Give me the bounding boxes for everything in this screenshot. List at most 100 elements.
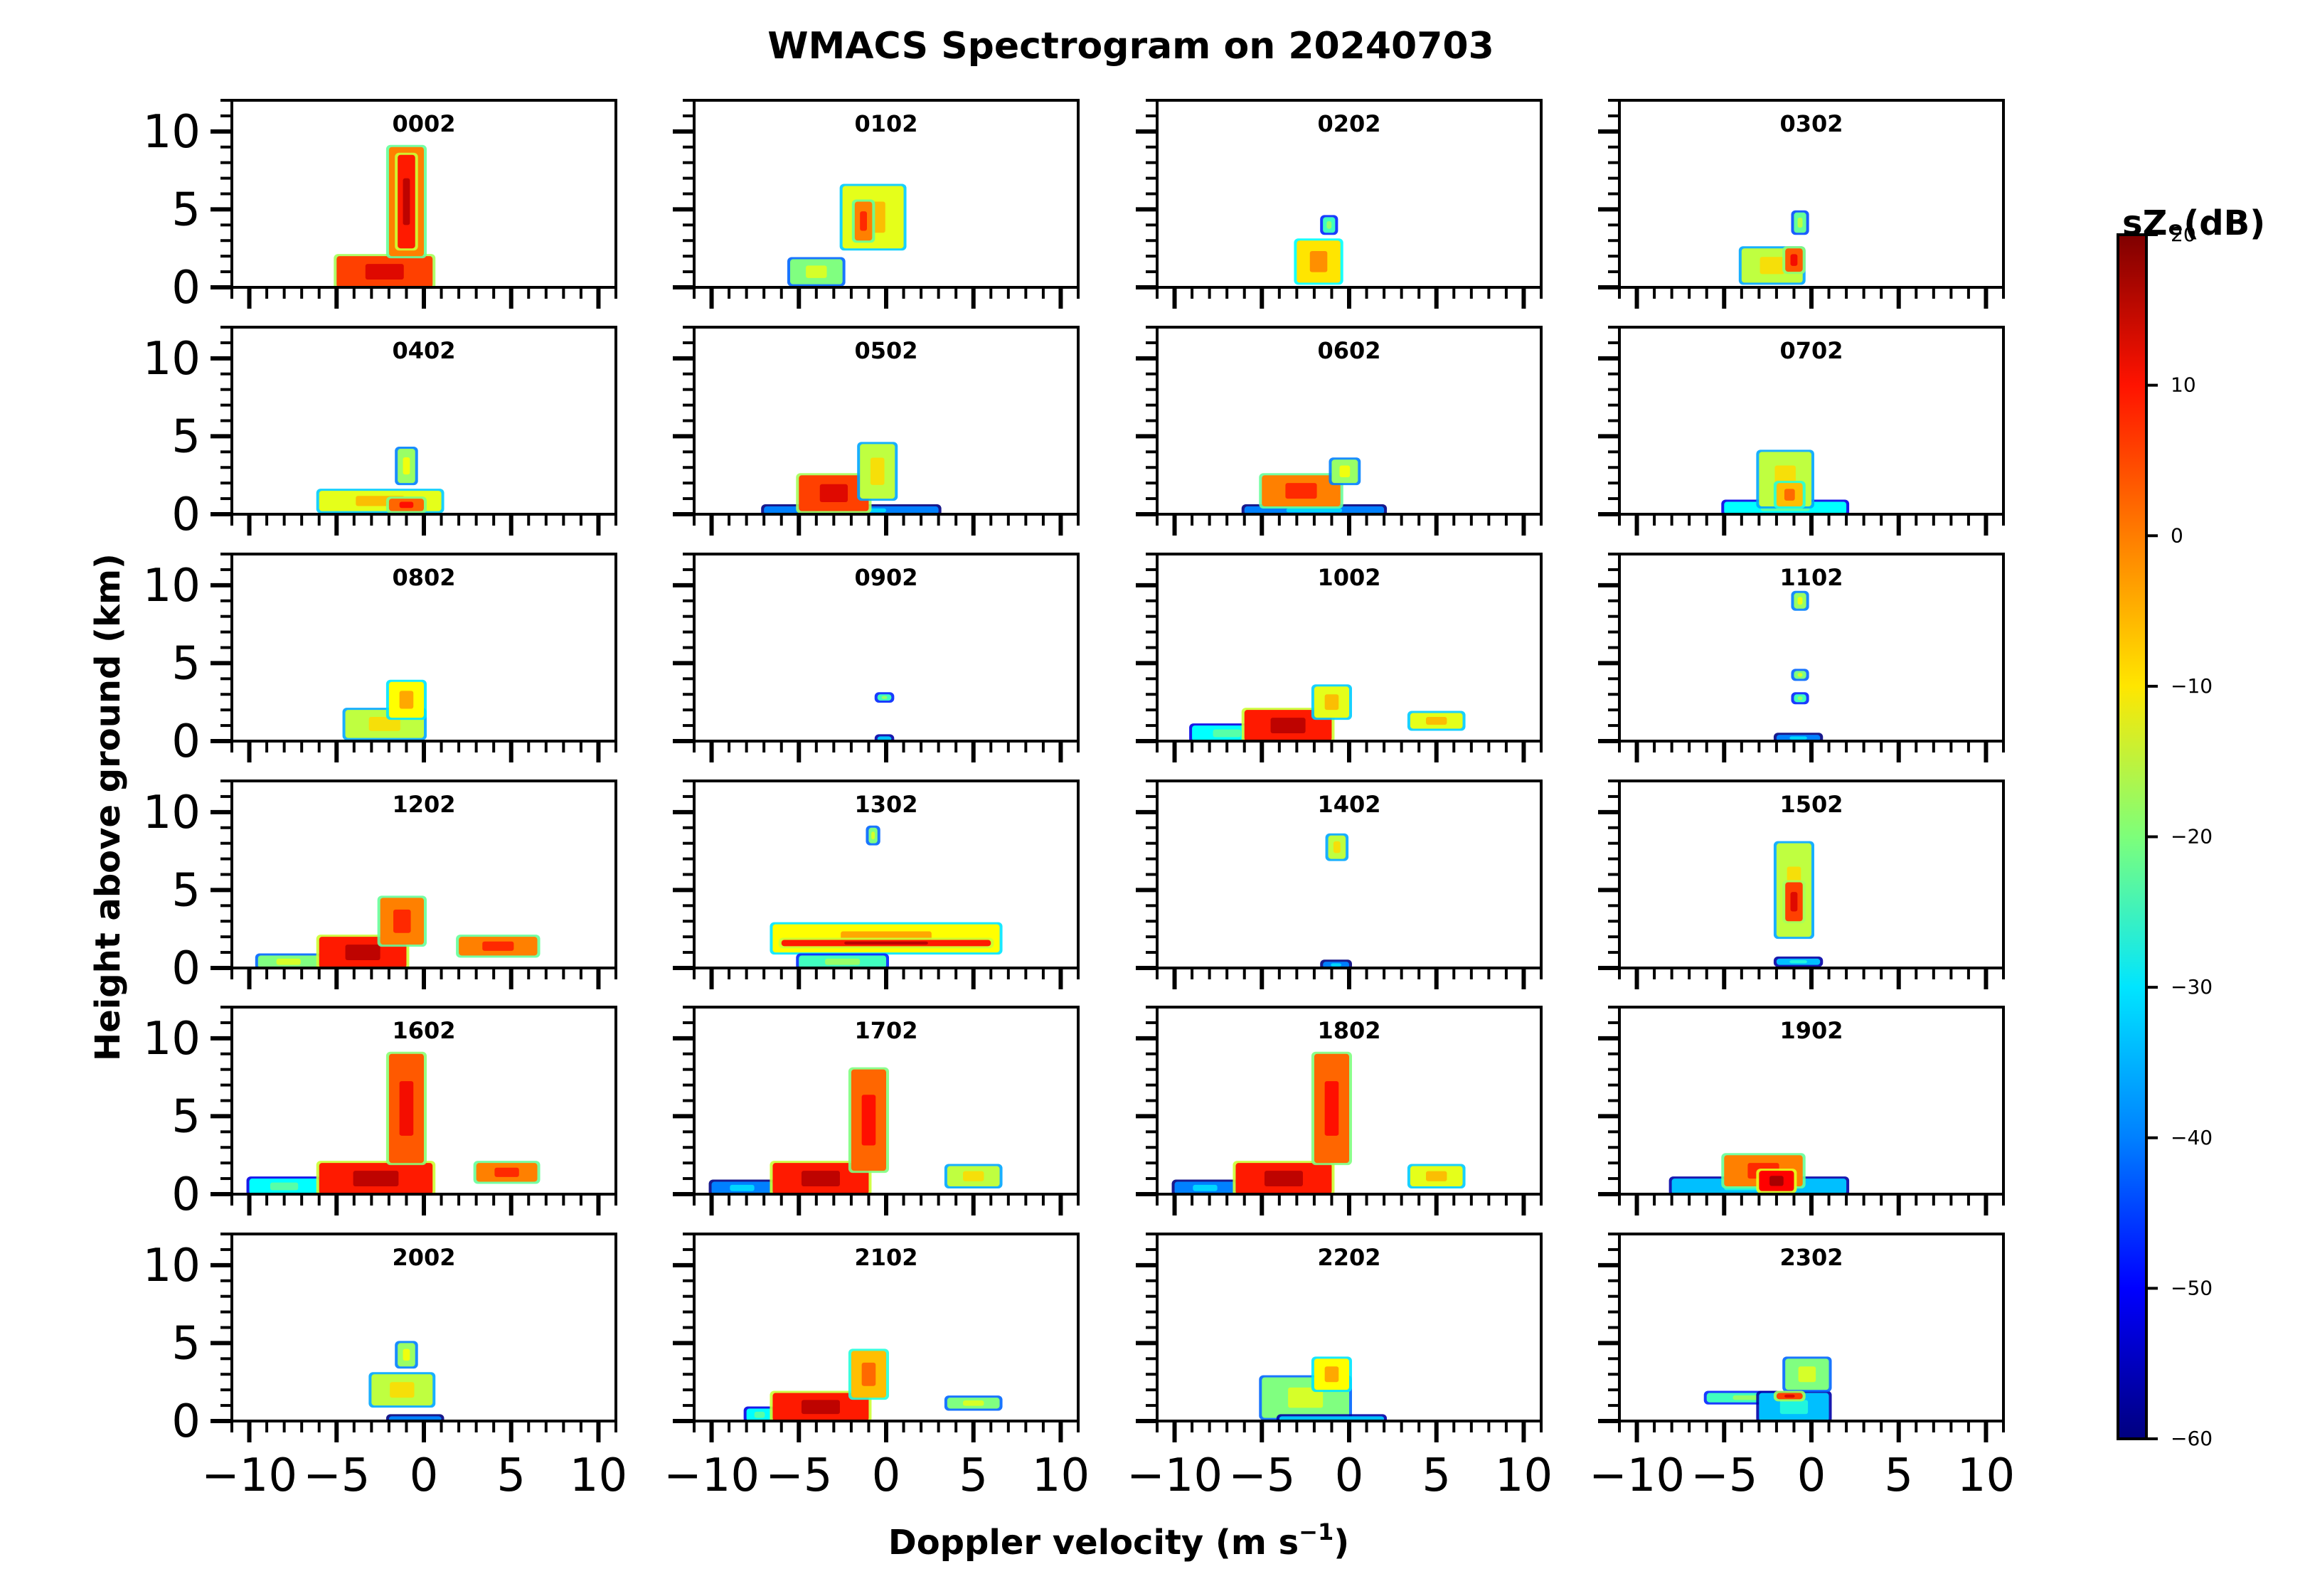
panel-time-label: 1002 — [1317, 564, 1380, 591]
spectral-core — [819, 484, 848, 503]
panel-time-label: 0902 — [854, 564, 917, 591]
y-tick-label: 0 — [171, 489, 201, 541]
spectral-core — [368, 717, 400, 731]
panel-time-label: 0002 — [392, 110, 455, 137]
panel-spectra — [1668, 1153, 1850, 1194]
spectral-core — [963, 1400, 984, 1406]
spectral-core — [1779, 1400, 1809, 1415]
spectral-core — [353, 1171, 399, 1187]
panel-time-label: 2302 — [1779, 1244, 1843, 1271]
spectral-core — [1333, 841, 1341, 853]
colorbar-label: sZₑ(dB) — [2122, 203, 2265, 243]
panel-time-label: 1502 — [1779, 791, 1843, 818]
panel-time-label: 1302 — [854, 791, 917, 818]
spectral-core — [801, 1400, 840, 1415]
x-tick-label: 10 — [570, 1449, 627, 1502]
panel-spectra — [255, 895, 541, 968]
y-tick-label: 5 — [171, 1090, 201, 1143]
panel-spectra — [1241, 457, 1388, 514]
panel-1102: 1102 — [1598, 553, 2005, 762]
panel-2202: 2202 −10 −5 0 5 10 — [1127, 1233, 1553, 1502]
panel-time-label: 0402 — [392, 337, 455, 364]
panel-grid: 0002 0 5 10 0102 0202 0302 0402 0 5 10 0502 0602 0702… — [143, 99, 2015, 1502]
spectral-core — [871, 831, 875, 840]
spectral-core — [403, 1348, 410, 1361]
panel-0902: 0902 — [673, 553, 1080, 762]
colorbar-tick-label: −60 — [2171, 1427, 2213, 1450]
spectral-core — [1285, 483, 1317, 499]
panel-0002: 0002 0 5 10 — [143, 99, 617, 314]
spectral-core — [1339, 465, 1351, 477]
panel-spectra — [334, 144, 436, 287]
spectral-core — [390, 1382, 415, 1398]
panel-2302: 2302 −10 −5 0 5 10 — [1589, 1233, 2015, 1502]
panel-1502: 1502 — [1598, 780, 2005, 989]
spectral-core — [399, 501, 414, 509]
panel-time-label: 0102 — [854, 110, 917, 137]
y-tick-label: 0 — [171, 1169, 201, 1221]
spectral-core — [1789, 736, 1807, 740]
x-tick-label: 0 — [410, 1449, 439, 1502]
x-tick-label: 10 — [1495, 1449, 1553, 1502]
x-tick-label: 5 — [496, 1449, 526, 1502]
panel-1202: 1202 0 5 10 — [143, 780, 617, 995]
colorbar-gradient — [2117, 233, 2148, 1440]
spectral-core — [482, 941, 514, 951]
y-tick-label: 10 — [143, 333, 201, 385]
x-tick-label: 0 — [872, 1449, 901, 1502]
x-tick-label: 5 — [1422, 1449, 1451, 1502]
y-tick-label: 0 — [171, 1395, 201, 1448]
spectral-core — [1784, 489, 1795, 501]
panel-spectra — [1320, 833, 1352, 968]
panel-spectra — [1721, 449, 1850, 514]
x-tick-label: −10 — [664, 1449, 760, 1502]
y-tick-label: 10 — [143, 1013, 201, 1065]
spectral-core — [1790, 254, 1798, 266]
x-axis-label: Doppler velocity (m s−1) — [888, 1518, 1349, 1563]
panel-time-label: 1202 — [392, 791, 455, 818]
panel-spectra — [1773, 841, 1824, 967]
spectral-core — [403, 457, 410, 475]
spectral-core — [881, 696, 888, 699]
panel-0802: 0802 0 5 10 — [143, 553, 617, 768]
panel-spectra — [761, 442, 942, 514]
panel-background — [1619, 554, 2003, 741]
spectral-core — [1324, 694, 1339, 711]
panel-0102: 0102 — [673, 99, 1080, 309]
panel-time-label: 0602 — [1317, 337, 1380, 364]
colorbar-tick-label: 10 — [2171, 373, 2196, 397]
panel-1702: 1702 — [673, 1006, 1080, 1215]
panel-time-label: 1702 — [854, 1017, 917, 1044]
panel-spectra — [342, 679, 427, 740]
spectral-core — [801, 1171, 840, 1187]
colorbar-tick-label: −20 — [2171, 825, 2213, 848]
colorbar-tick-label: −50 — [2171, 1276, 2213, 1299]
spectral-core — [1324, 1081, 1339, 1136]
spectral-core — [1769, 1176, 1784, 1186]
spectral-core — [1288, 1387, 1324, 1408]
panel-2102: 2102 −10 −5 0 5 10 — [664, 1233, 1090, 1502]
colorbar-tick-label: −10 — [2171, 674, 2213, 698]
panel-1402: 1402 — [1136, 780, 1543, 989]
spectral-core — [844, 941, 928, 945]
spectral-core — [963, 1171, 984, 1181]
spectral-core — [1789, 960, 1807, 964]
y-tick-label: 0 — [171, 715, 201, 768]
panel-0302: 0302 — [1598, 99, 2005, 309]
panel-time-label: 1602 — [392, 1017, 455, 1044]
spectral-core — [393, 909, 411, 933]
spectral-core — [399, 691, 414, 709]
spectral-core — [1797, 696, 1803, 701]
panel-spectra — [316, 446, 445, 514]
spectral-core — [1797, 673, 1803, 677]
spectral-core — [861, 1362, 876, 1386]
y-tick-label: 5 — [171, 183, 201, 236]
panel-background — [232, 327, 616, 514]
x-tick-label: −10 — [201, 1449, 297, 1502]
panel-0602: 0602 — [1136, 326, 1543, 536]
panel-spectra — [1259, 1356, 1388, 1421]
panel-time-label: 1802 — [1317, 1017, 1380, 1044]
spectral-core — [1797, 217, 1803, 228]
panel-spectra — [708, 1067, 1003, 1194]
spectral-core — [1264, 1171, 1303, 1187]
